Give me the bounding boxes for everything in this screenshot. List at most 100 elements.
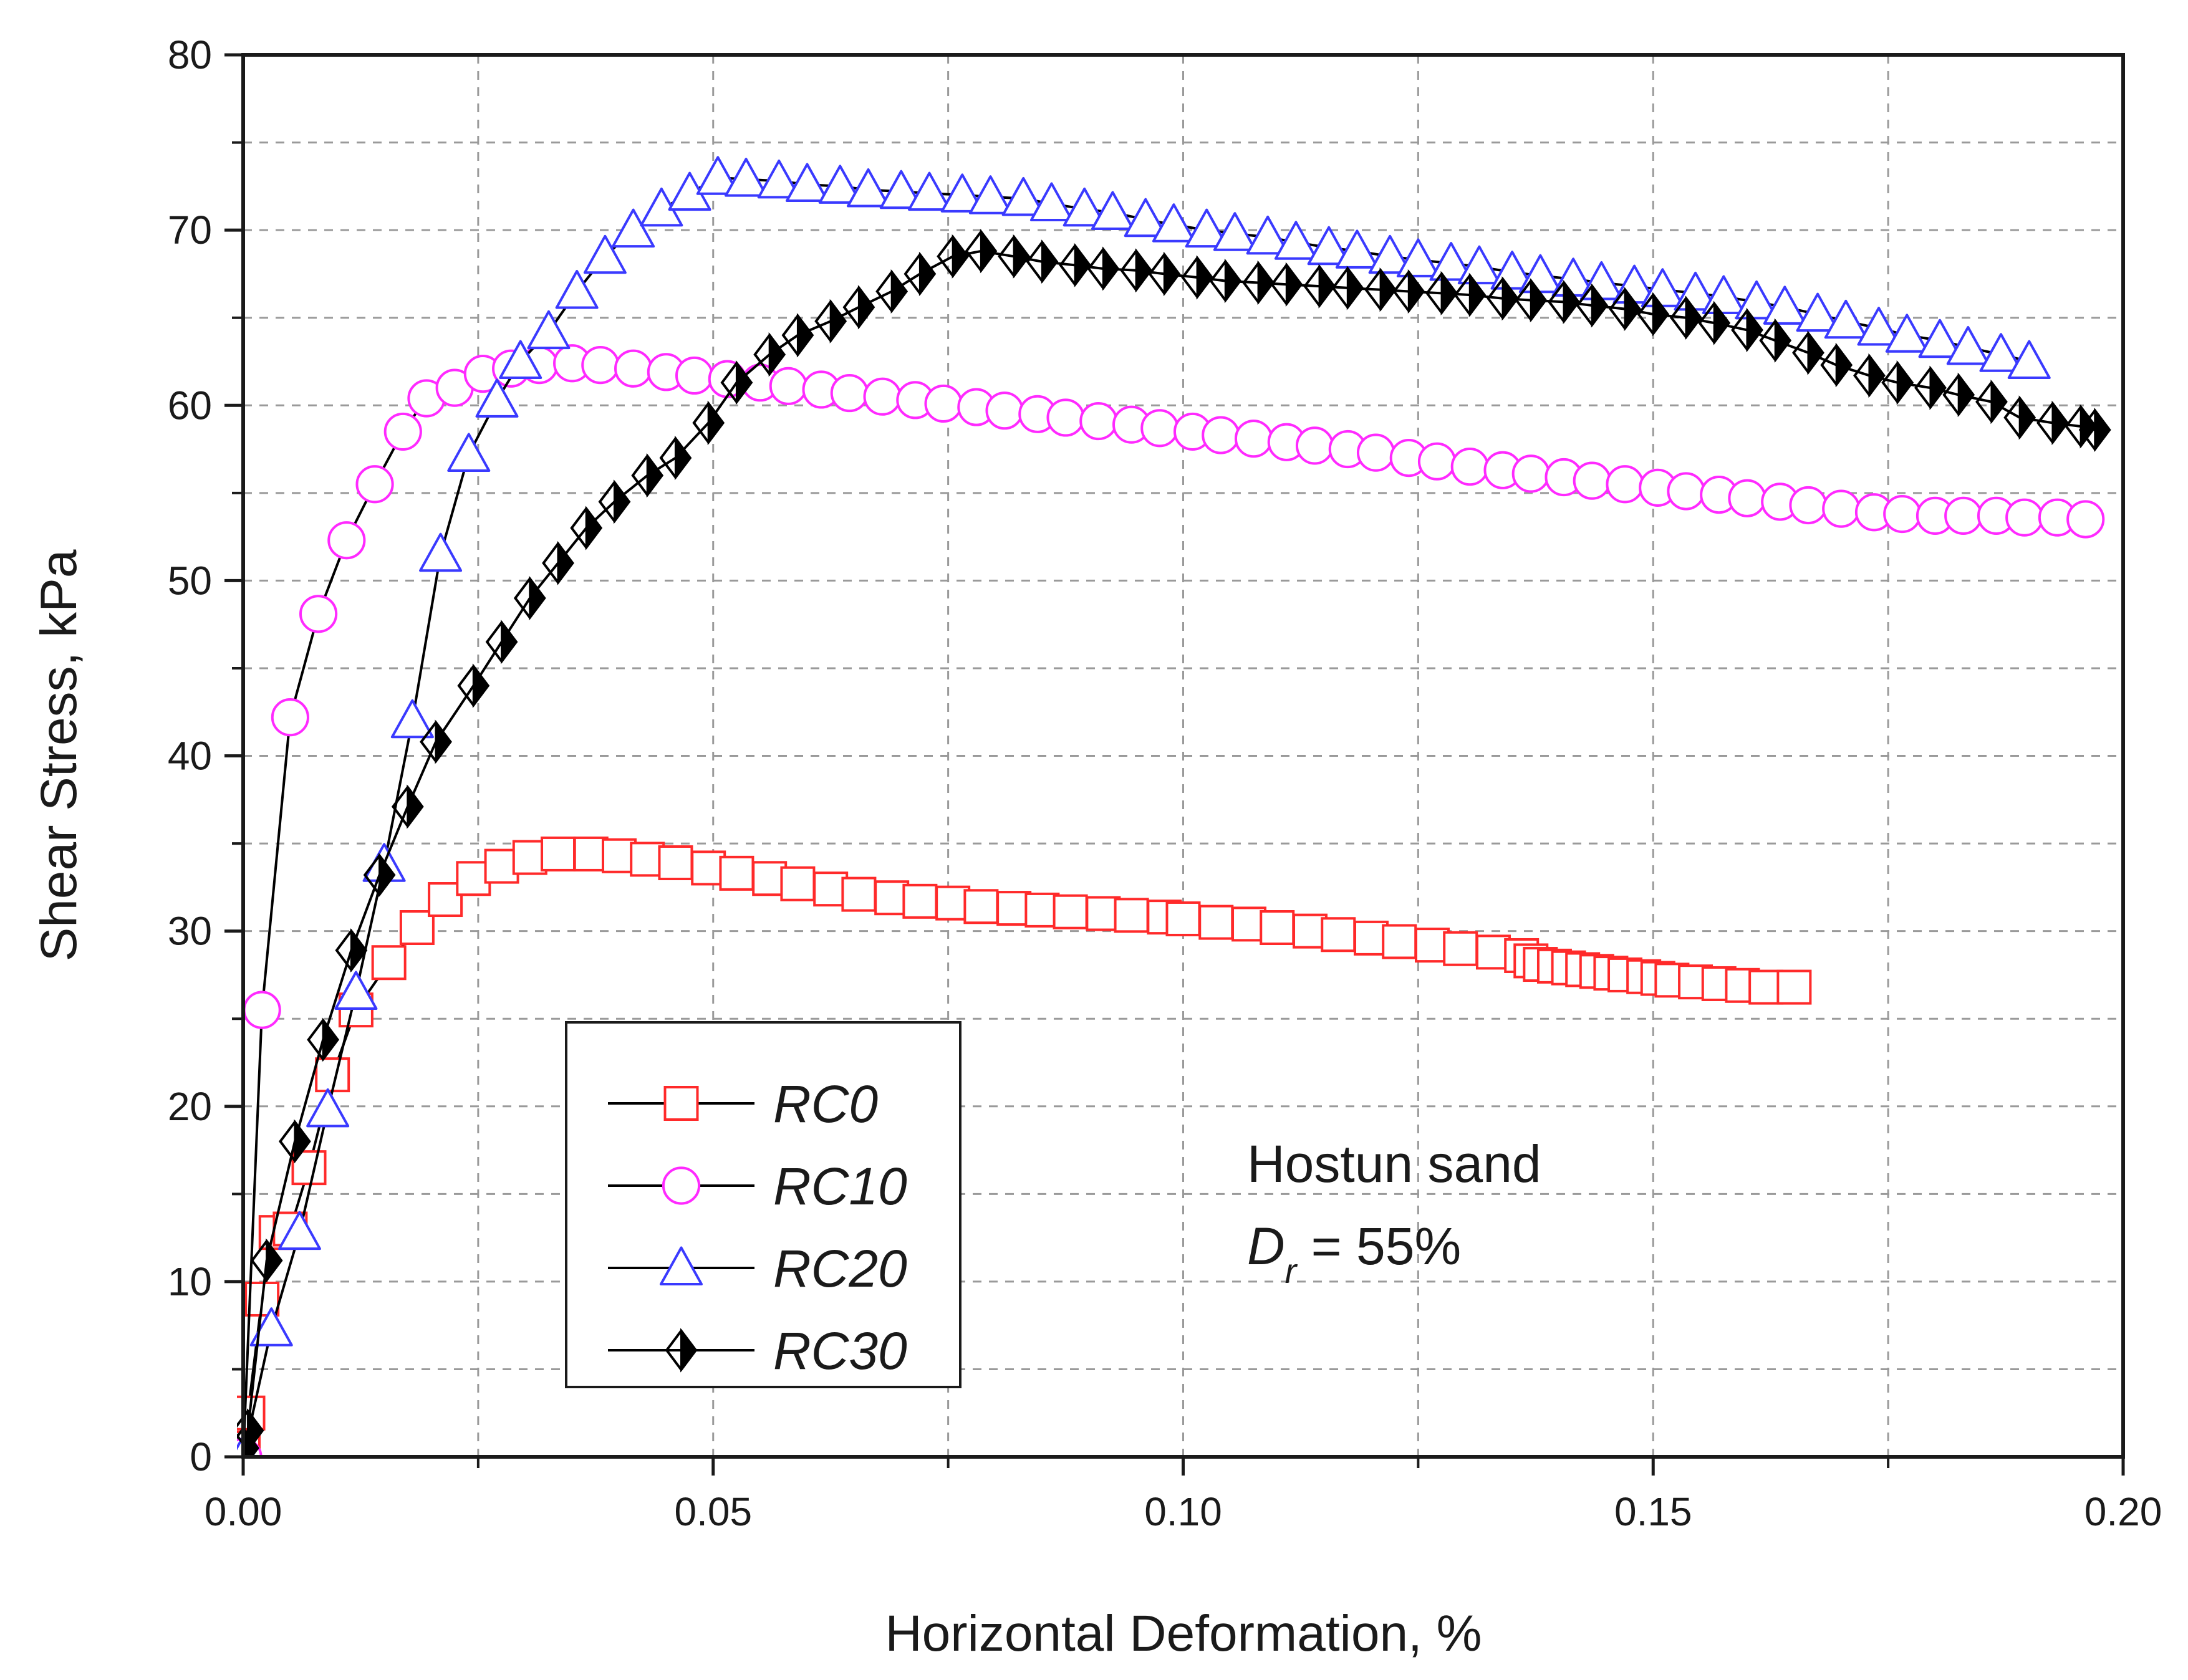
data-point-rc30-outline <box>965 229 998 273</box>
data-point-rc30-outline <box>1120 249 1153 292</box>
data-point-rc20 <box>1796 292 1839 332</box>
y-tick-label: 0 <box>190 1434 212 1479</box>
data-point-rc30-outline <box>1331 266 1364 310</box>
data-point-rc30-outline <box>753 333 786 377</box>
data-point-rc30-outline <box>937 234 970 278</box>
data-point-rc30-outline <box>692 401 725 444</box>
data-point-rc10 <box>614 349 653 388</box>
data-point-rc30-outline <box>363 853 396 897</box>
data-point-rc20 <box>249 1307 293 1346</box>
data-point-rc20 <box>846 168 890 208</box>
data-point-rc30 <box>250 1238 283 1283</box>
data-point-rc30 <box>1453 272 1487 317</box>
data-point-rc30-outline <box>1487 277 1519 320</box>
data-point-rc30-outline <box>1576 284 1609 327</box>
data-point-rc30 <box>307 1017 340 1062</box>
x-tick-label: 0.05 <box>674 1489 752 1534</box>
data-point-rc10 <box>1883 494 1922 534</box>
data-point-rc30-outline <box>1670 296 1702 340</box>
data-point-rc20 <box>1124 198 1167 238</box>
data-point-rc20 <box>334 971 378 1010</box>
data-point-rc20 <box>475 378 519 418</box>
legend-label-rc20: RC20 <box>773 1239 907 1298</box>
data-point-rc30 <box>1209 258 1242 304</box>
y-tick-label: 10 <box>168 1259 212 1304</box>
data-point-rc30-outline <box>1975 380 2008 424</box>
legend-label-rc10: RC10 <box>773 1157 907 1216</box>
data-point-rc30 <box>1270 262 1303 307</box>
data-point-rc10 <box>1140 409 1179 448</box>
data-point-rc10 <box>355 465 394 504</box>
data-point-rc20 <box>1429 242 1473 281</box>
data-point-rc0 <box>371 945 407 981</box>
data-point-rc10 <box>1789 486 1828 525</box>
data-point-rc30-outline <box>1148 252 1181 295</box>
data-point-rc30 <box>781 313 814 358</box>
data-point-rc20 <box>1918 319 1962 358</box>
data-point-rc10 <box>1450 448 1489 486</box>
legend-marker-rc30-outline <box>665 1328 698 1372</box>
data-point-rc20 <box>527 310 571 350</box>
data-point-rc10 <box>1356 433 1395 472</box>
data-point-rc30-outline <box>542 541 574 585</box>
data-point-rc30-outline <box>513 576 546 620</box>
data-point-rc30 <box>1364 267 1397 312</box>
legend-label-rc0: RC0 <box>773 1075 878 1133</box>
data-point-rc10 <box>830 373 869 413</box>
data-point-rc20 <box>907 171 951 211</box>
data-point-rc30-outline <box>1059 243 1092 287</box>
x-axis-title: Horizontal Deformation, % <box>885 1605 1482 1662</box>
data-point-rc30 <box>1242 260 1275 305</box>
data-point-rc30 <box>1914 365 1947 410</box>
data-point-rc0 <box>1443 931 1478 966</box>
data-point-rc30 <box>2036 400 2069 446</box>
data-point-rc30-outline <box>307 1018 340 1062</box>
series-rc0 <box>237 836 1812 1457</box>
data-point-rc30 <box>875 269 908 314</box>
data-point-rc30-outline <box>1853 353 1886 397</box>
data-point-rc20 <box>1274 221 1318 260</box>
data-point-rc30 <box>2078 407 2111 453</box>
data-point-rc30-outline <box>1026 240 1059 284</box>
data-point-rc30-outline <box>659 436 692 480</box>
data-point-rc20 <box>968 175 1012 214</box>
data-point-rc10 <box>581 345 620 385</box>
data-point-rc0 <box>1382 924 1417 959</box>
data-point-rc30-outline <box>1303 264 1336 308</box>
data-point-rc30 <box>753 332 786 377</box>
data-point-rc20 <box>1857 307 1901 346</box>
data-point-rc30-outline <box>1548 280 1580 324</box>
data-point-rc10 <box>383 412 422 451</box>
data-point-rc30 <box>1392 269 1425 314</box>
axis-tick-labels: 0.00 0.05 0.10 0.15 0.20 0 10 20 30 40 50 60 70 80 <box>168 32 2162 1534</box>
legend-box <box>565 1021 961 1388</box>
data-point-rc30 <box>1576 283 1609 328</box>
data-point-rc20 <box>1307 226 1351 266</box>
data-point-rc10 <box>2005 498 2044 537</box>
data-point-rc30-outline <box>1364 268 1397 312</box>
legend-marker-rc30 <box>665 1328 698 1373</box>
data-point-rc30 <box>363 852 396 898</box>
legend-marker-rc10 <box>662 1166 701 1205</box>
x-tick-label: 0.20 <box>2084 1489 2162 1534</box>
data-point-rc30-outline <box>1209 259 1242 303</box>
data-point-rc0 <box>841 876 877 912</box>
data-point-rc20 <box>583 234 627 274</box>
legend-item-rc10: RC10 <box>608 1157 907 1216</box>
data-point-rc10 <box>327 521 366 560</box>
data-point-rc10 <box>299 595 338 633</box>
data-point-rc20 <box>1152 203 1195 242</box>
data-point-rc30 <box>1853 353 1886 398</box>
data-point-rc30 <box>1487 276 1519 321</box>
legend-item-rc0: RC0 <box>608 1075 878 1133</box>
data-point-rc20 <box>1979 333 2023 372</box>
data-point-rc20 <box>786 163 829 203</box>
data-point-rc30-outline <box>1392 269 1425 314</box>
x-tick-label: 0.10 <box>1144 1489 1222 1534</box>
data-point-rc30-outline <box>598 480 631 524</box>
data-point-rc30-outline <box>1881 361 1914 405</box>
data-point-rc30-outline <box>1515 279 1548 322</box>
data-point-rc30-outline <box>420 720 452 764</box>
